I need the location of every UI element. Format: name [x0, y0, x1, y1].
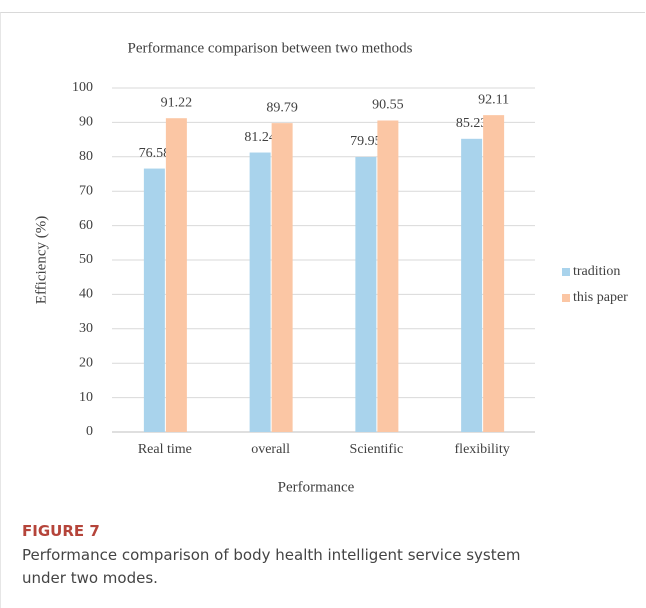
data-label: 89.79 — [266, 100, 298, 115]
y-axis-label: Efficiency (%) — [33, 216, 49, 304]
y-tick-label: 40 — [79, 287, 93, 302]
caption-label: FIGURE 7 — [22, 522, 100, 540]
data-label: 79.95 — [350, 134, 382, 149]
y-tick-label: 60 — [79, 218, 93, 233]
x-tick-label: flexibility — [455, 442, 510, 457]
legend-label: tradition — [573, 264, 620, 279]
x-axis-label: Performance — [278, 479, 355, 495]
x-tick-label: Scientific — [350, 442, 404, 457]
data-label: 91.22 — [161, 95, 193, 110]
data-label: 76.58 — [139, 146, 171, 161]
y-tick-label: 80 — [79, 149, 93, 164]
legend-swatch — [562, 268, 570, 276]
y-tick-label: 0 — [86, 424, 93, 439]
bar — [249, 152, 271, 432]
data-label: 81.24 — [244, 130, 276, 145]
figure-frame — [0, 12, 645, 608]
data-label: 90.55 — [372, 98, 404, 113]
y-tick-label: 50 — [79, 252, 93, 267]
data-label: 85.23 — [456, 116, 488, 131]
bar — [461, 138, 483, 432]
x-tick-label: Real time — [138, 442, 192, 457]
chart-title: Performance comparison between two metho… — [128, 40, 413, 56]
data-label: 92.11 — [478, 92, 509, 107]
bar — [165, 118, 187, 433]
legend-label: this paper — [573, 290, 628, 305]
x-tick-label: overall — [251, 442, 290, 457]
bar — [143, 168, 165, 432]
y-tick-label: 100 — [72, 80, 93, 95]
bar — [377, 120, 399, 433]
bar — [271, 123, 293, 432]
y-tick-label: 30 — [79, 321, 93, 336]
y-tick-label: 20 — [79, 355, 93, 370]
y-tick-label: 10 — [79, 390, 93, 405]
bar — [483, 115, 505, 432]
caption-text: Performance comparison of body health in… — [22, 546, 521, 587]
bar — [355, 156, 377, 433]
y-tick-label: 90 — [79, 115, 93, 130]
y-tick-label: 70 — [79, 183, 93, 198]
legend-swatch — [562, 294, 570, 302]
chart: Performance comparison between two metho… — [33, 40, 628, 495]
